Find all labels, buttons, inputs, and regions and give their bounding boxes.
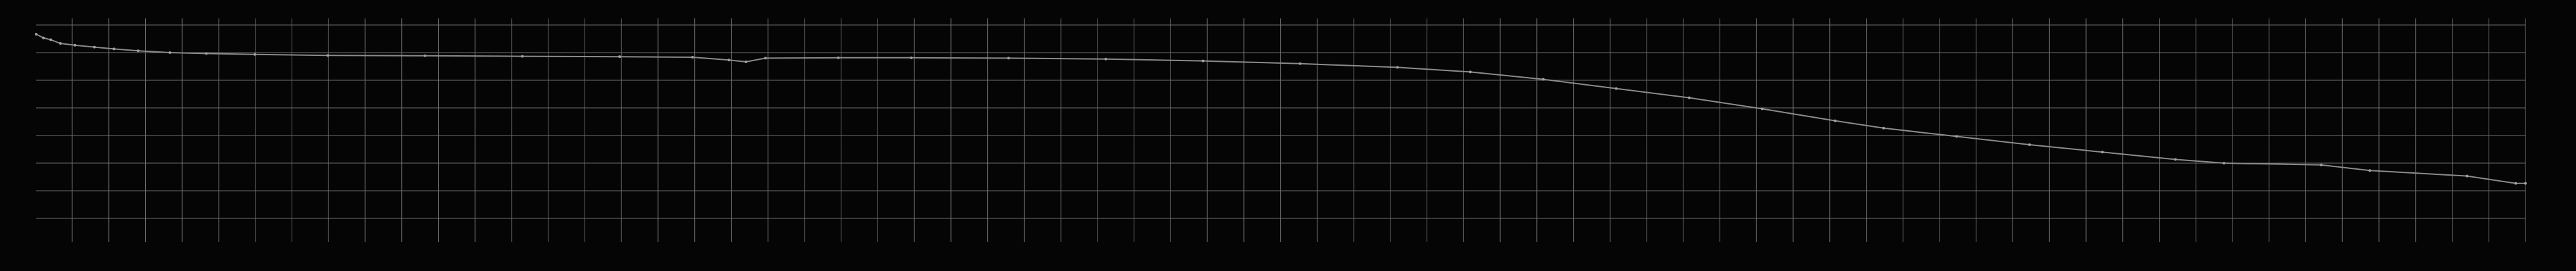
data-point (2100, 151, 2104, 154)
data-point (1104, 57, 1107, 61)
data-point (93, 45, 96, 49)
data-point (424, 54, 427, 57)
data-point (112, 47, 116, 51)
data-point (74, 43, 77, 47)
data-point (1396, 66, 1399, 69)
data-point (691, 56, 694, 59)
data-point (764, 57, 767, 60)
data-point (2524, 182, 2527, 185)
data-point (42, 36, 45, 39)
data-point (2320, 163, 2323, 166)
data-point (59, 42, 62, 45)
data-point (1007, 57, 1010, 60)
data-point (1299, 62, 1302, 65)
series-group (35, 33, 2527, 185)
data-point (254, 53, 257, 56)
data-point (618, 55, 621, 59)
data-point (744, 61, 747, 63)
data-point (1469, 70, 1472, 74)
data-point (1687, 96, 1691, 99)
data-point (168, 51, 171, 54)
data-point (137, 49, 140, 53)
data-point (1882, 126, 1885, 130)
data-point (837, 56, 840, 59)
data-point (1760, 107, 1764, 111)
data-point (1833, 119, 1836, 122)
data-point (2466, 174, 2469, 178)
data-point (1201, 59, 1205, 62)
data-point (49, 38, 53, 41)
data-point (910, 56, 913, 59)
data-point (326, 54, 330, 57)
data-point (2174, 158, 2177, 161)
data-point (1542, 78, 1545, 81)
data-point (1614, 87, 1618, 90)
data-point (1955, 135, 1958, 138)
data-point (521, 55, 524, 58)
data-point (2514, 182, 2518, 185)
data-point (2028, 143, 2031, 146)
data-point (2223, 162, 2226, 164)
data-point (205, 52, 208, 55)
data-point (35, 33, 37, 36)
data-point (727, 59, 730, 62)
data-point (2368, 169, 2372, 172)
